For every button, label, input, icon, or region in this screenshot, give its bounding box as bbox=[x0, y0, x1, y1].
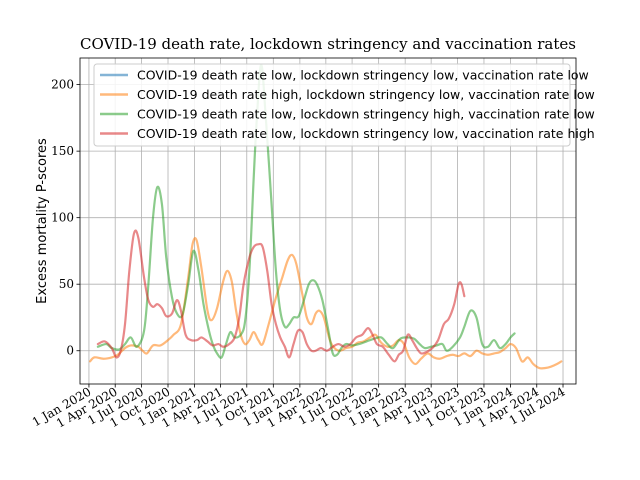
series-lines bbox=[89, 63, 563, 370]
legend-label-2: COVID-19 death rate high, lockdown strin… bbox=[137, 87, 595, 102]
y-tick-label: 0 bbox=[66, 344, 74, 358]
y-tick-label: 50 bbox=[59, 277, 74, 291]
y-axis-ticks: 0 50 100 150 200 bbox=[51, 78, 80, 358]
series-line-3 bbox=[96, 63, 516, 359]
legend: COVID-19 death rate low, lockdown string… bbox=[93, 63, 595, 147]
legend-label-1: COVID-19 death rate low, lockdown string… bbox=[137, 68, 589, 83]
plot-frame bbox=[79, 57, 577, 385]
y-tick-label: 150 bbox=[51, 144, 74, 158]
y-tick-label: 100 bbox=[51, 211, 74, 225]
y-tick-label: 200 bbox=[51, 78, 74, 92]
y-axis-label: Excess mortality P-scores bbox=[35, 138, 50, 304]
legend-label-3: COVID-19 death rate low, lockdown string… bbox=[137, 107, 595, 122]
series-line-4 bbox=[96, 229, 466, 363]
chart-title: COVID-19 death rate, lockdown stringency… bbox=[80, 35, 576, 53]
legend-label-4: COVID-19 death rate low, lockdown string… bbox=[137, 126, 595, 141]
series-line-2 bbox=[89, 237, 563, 370]
legend-box bbox=[93, 63, 571, 147]
